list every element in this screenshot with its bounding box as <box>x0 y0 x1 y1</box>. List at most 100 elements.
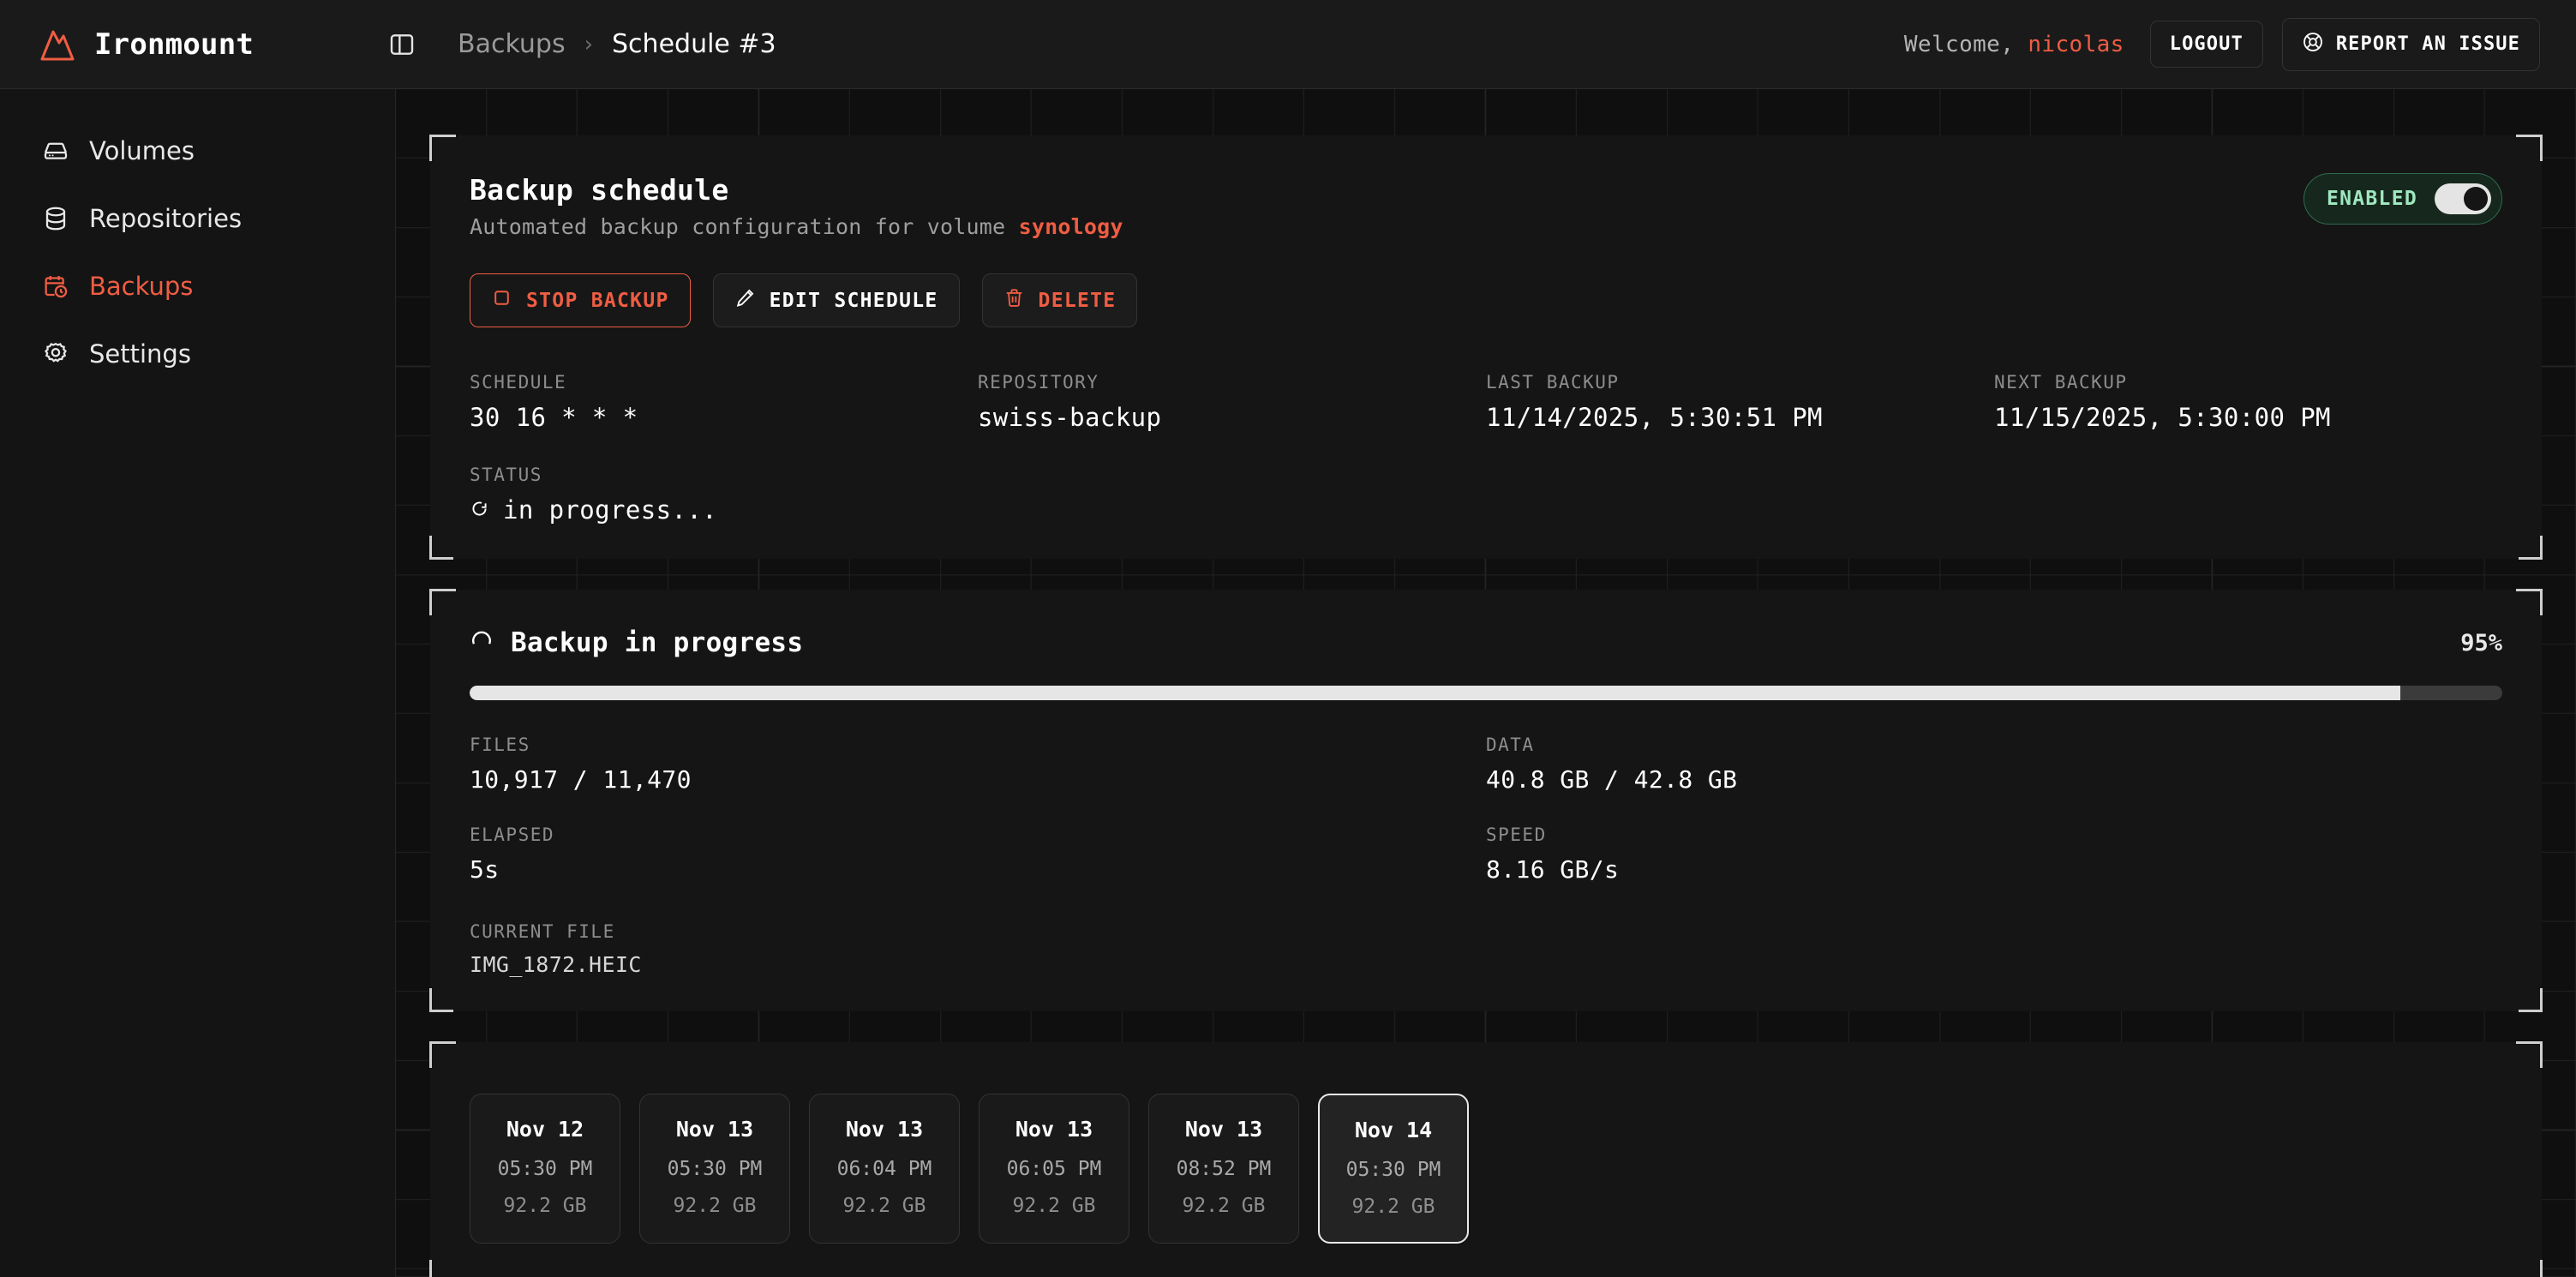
spinner-icon <box>470 495 489 525</box>
brand-name: Ironmount <box>94 27 255 62</box>
schedule-actions: STOP BACKUP EDIT SCHEDULE <box>470 273 2502 327</box>
database-icon <box>41 204 70 233</box>
snapshot-date: Nov 12 <box>506 1117 584 1142</box>
snapshot-date: Nov 14 <box>1354 1118 1433 1142</box>
trash-icon <box>1003 287 1025 314</box>
snapshot-size: 92.2 GB <box>673 1195 757 1217</box>
report-issue-button-label: REPORT AN ISSUE <box>2335 33 2520 55</box>
gear-icon <box>41 339 70 369</box>
chevron-right-icon: › <box>584 31 594 57</box>
enabled-toggle[interactable]: ENABLED <box>2303 173 2502 225</box>
detail-label: SCHEDULE <box>470 372 567 393</box>
detail-value: 11/14/2025, 5:30:51 PM <box>1486 403 1823 432</box>
snapshot-item[interactable]: Nov 13 05:30 PM 92.2 GB <box>639 1094 790 1244</box>
schedule-card-subtitle-prefix: Automated backup configuration for volum… <box>470 214 1006 239</box>
stat-speed: SPEED 8.16 GB/s <box>1486 824 2502 884</box>
sidebar-item-settings[interactable]: Settings <box>0 328 395 380</box>
snapshot-date: Nov 13 <box>1015 1117 1093 1142</box>
report-issue-button[interactable]: REPORT AN ISSUE <box>2281 17 2540 71</box>
detail-value: 11/15/2025, 5:30:00 PM <box>1994 403 2331 432</box>
snapshot-time: 08:52 PM <box>1176 1158 1272 1180</box>
breadcrumb-current: Schedule #3 <box>612 29 776 59</box>
snapshot-time: 05:30 PM <box>1345 1159 1441 1181</box>
username: nicolas <box>2028 31 2124 57</box>
snapshot-size: 92.2 GB <box>1182 1195 1266 1217</box>
toggle-knob <box>2464 187 2488 211</box>
mountain-logo-icon <box>38 26 77 63</box>
spinner-icon <box>470 627 494 658</box>
logout-button[interactable]: LOGOUT <box>2149 21 2263 68</box>
page-title: Backup schedule <box>470 173 729 207</box>
snapshot-item[interactable]: Nov 13 08:52 PM 92.2 GB <box>1148 1094 1299 1244</box>
detail-value: swiss-backup <box>978 403 1162 432</box>
edit-schedule-button[interactable]: EDIT SCHEDULE <box>712 273 960 327</box>
snapshot-size: 92.2 GB <box>1351 1196 1435 1218</box>
sidebar-item-backups[interactable]: Backups <box>0 261 395 312</box>
detail-label: REPOSITORY <box>978 372 1099 393</box>
toggle-track <box>2435 183 2491 214</box>
stat-elapsed: ELAPSED 5s <box>470 824 1486 884</box>
snapshot-list: Nov 12 05:30 PM 92.2 GB Nov 13 05:30 PM … <box>470 1080 2502 1244</box>
stop-square-icon <box>491 287 512 314</box>
snapshot-size: 92.2 GB <box>1012 1195 1096 1217</box>
current-file: CURRENT FILE IMG_1872.HEIC <box>470 921 2502 977</box>
snapshot-time: 05:30 PM <box>667 1158 763 1180</box>
top-bar-actions: Welcome, nicolas LOGOUT REPORT <box>1904 17 2540 71</box>
progress-bar-fill <box>470 686 2401 700</box>
pencil-icon <box>734 287 756 314</box>
snapshot-size: 92.2 GB <box>503 1195 587 1217</box>
snapshot-time: 06:05 PM <box>1006 1158 1102 1180</box>
welcome-prefix: Welcome, <box>1903 31 2015 57</box>
stat-value: 8.16 GB/s <box>1486 855 1620 884</box>
stop-backup-button[interactable]: STOP BACKUP <box>470 273 691 327</box>
snapshot-size: 92.2 GB <box>842 1195 926 1217</box>
sidebar-item-repositories[interactable]: Repositories <box>0 193 395 244</box>
status-label: STATUS <box>470 465 542 485</box>
snapshot-item[interactable]: Nov 12 05:30 PM 92.2 GB <box>470 1094 620 1244</box>
sidebar-toggle-icon[interactable] <box>387 30 416 59</box>
brand: Ironmount <box>38 26 380 63</box>
status-value: in progress... <box>503 495 718 525</box>
backup-schedule-card: Backup schedule Automated backup configu… <box>429 135 2543 560</box>
volume-name: synology <box>1018 214 1123 239</box>
snapshot-item-selected[interactable]: Nov 14 05:30 PM 92.2 GB <box>1318 1094 1469 1244</box>
status-badge: in progress... <box>470 495 978 525</box>
stat-value: 5s <box>470 855 500 884</box>
snapshot-item[interactable]: Nov 13 06:04 PM 92.2 GB <box>809 1094 960 1244</box>
stop-backup-button-label: STOP BACKUP <box>526 289 669 312</box>
life-buoy-icon <box>2302 31 2324 58</box>
logout-button-label: LOGOUT <box>2169 33 2244 55</box>
delete-button[interactable]: DELETE <box>981 273 1138 327</box>
breadcrumb-parent[interactable]: Backups <box>458 29 566 59</box>
stat-data: DATA 40.8 GB / 42.8 GB <box>1486 734 2502 794</box>
stat-value: 10,917 / 11,470 <box>470 765 692 794</box>
current-file-value: IMG_1872.HEIC <box>470 952 642 977</box>
stat-label: DATA <box>1486 734 1535 755</box>
top-bar: Ironmount Backups › Schedule #3 Welcome,… <box>0 0 2576 89</box>
backup-progress-card: Backup in progress 95% FILES 10,917 / 11… <box>429 589 2543 1012</box>
progress-card-header: Backup in progress 95% <box>470 627 2502 658</box>
calendar-clock-icon <box>41 272 70 301</box>
snapshot-item[interactable]: Nov 13 06:05 PM 92.2 GB <box>979 1094 1129 1244</box>
sidebar-item-label: Repositories <box>89 204 243 233</box>
hard-drive-icon <box>41 136 70 165</box>
sidebar-item-label: Backups <box>89 272 194 301</box>
stat-label: FILES <box>470 734 530 755</box>
schedule-card-header: Backup schedule Automated backup configu… <box>470 173 2502 239</box>
stat-label: SPEED <box>1486 824 1547 845</box>
welcome-text: Welcome, nicolas <box>1904 32 2124 57</box>
progress-percent: 95% <box>2460 629 2502 656</box>
schedule-card-subtitle: Automated backup configuration for volum… <box>470 214 1123 239</box>
detail-value: 30 16 * * * <box>470 403 638 432</box>
snapshot-time: 06:04 PM <box>836 1158 932 1180</box>
stat-files: FILES 10,917 / 11,470 <box>470 734 1486 794</box>
progress-title: Backup in progress <box>511 627 804 658</box>
detail-label: NEXT BACKUP <box>1994 372 2128 393</box>
sidebar-item-volumes[interactable]: Volumes <box>0 125 395 177</box>
progress-stats-grid: FILES 10,917 / 11,470 DATA 40.8 GB / 42.… <box>470 734 2502 884</box>
main-content: Backup schedule Automated backup configu… <box>396 89 2576 1277</box>
edit-schedule-button-label: EDIT SCHEDULE <box>769 289 938 312</box>
detail-next-backup: NEXT BACKUP 11/15/2025, 5:30:00 PM <box>1994 372 2502 432</box>
sidebar: Volumes Repositories <box>0 89 396 1277</box>
